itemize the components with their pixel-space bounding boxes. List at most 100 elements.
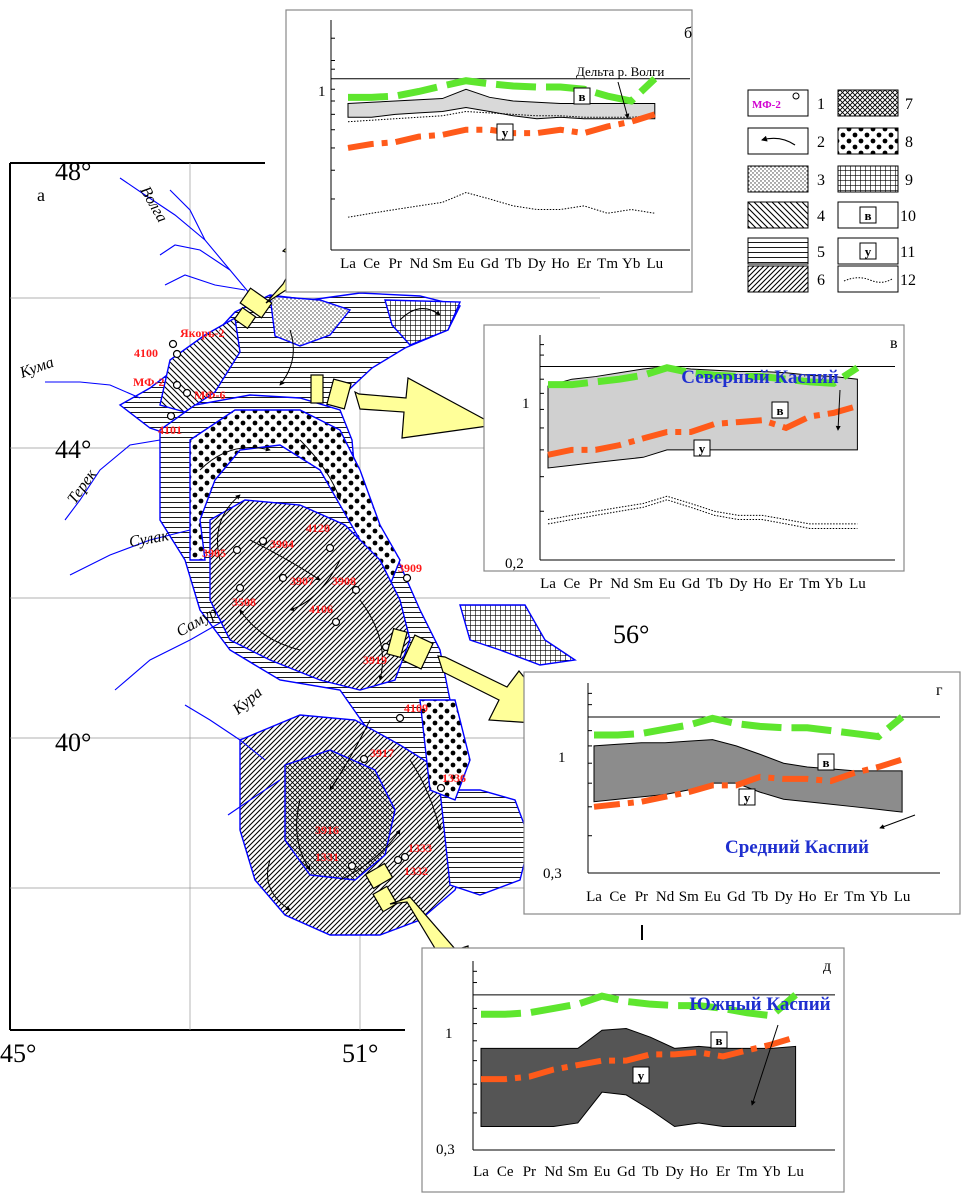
legend-swatch-5	[747, 237, 809, 265]
y-tick-label: 0,2	[505, 556, 524, 572]
series-line-u	[593, 756, 903, 810]
x-tick-label: Yb	[869, 889, 887, 905]
lat-label-48: 48°	[55, 157, 91, 186]
x-tick-label: Nd	[544, 1164, 563, 1180]
river-label: Кума	[17, 354, 57, 382]
legend-num-6: 6	[817, 272, 825, 289]
x-tick-label: Ce	[363, 256, 380, 272]
legend-box-v	[859, 206, 877, 224]
station-label: 4101	[158, 423, 182, 437]
series-marker-box	[738, 788, 756, 806]
sample-box	[364, 862, 394, 890]
rivers	[45, 177, 281, 816]
current-arrows	[199, 308, 442, 911]
station-marker	[331, 617, 341, 627]
station-label: 4120	[306, 521, 330, 535]
x-tick-label: Tb	[642, 1164, 659, 1180]
legend-num-5: 5	[817, 244, 825, 261]
dotted-line-series	[347, 192, 655, 218]
station-marker	[172, 349, 182, 359]
legend-num-2: 2	[817, 134, 825, 151]
series-line-v	[481, 992, 798, 1020]
lon-label-45: 45°	[0, 1039, 36, 1068]
y-tick-label: 1	[318, 84, 326, 100]
y-tick-label: 0,3	[436, 1142, 455, 1158]
station-label: МФ-6	[194, 388, 225, 402]
series-marker-box	[817, 753, 835, 771]
series-marker-label: у	[638, 1068, 645, 1083]
x-tick-label: La	[586, 889, 602, 905]
station-label: 3909	[398, 561, 422, 575]
sea-regions	[118, 292, 577, 936]
station-marker	[166, 411, 176, 421]
station-label: Якорь-2	[180, 326, 224, 340]
legend-num-3: 3	[817, 172, 825, 189]
x-tick-label: Lu	[894, 889, 911, 905]
legend-num-4: 4	[817, 208, 825, 225]
legend-num-11: 11	[900, 244, 915, 261]
station-marker	[402, 573, 412, 583]
y-tick-label: 1	[445, 1026, 453, 1042]
station-label: 3907	[290, 574, 314, 588]
series-marker-label: у	[502, 125, 509, 140]
x-tick-label: Er	[716, 1164, 730, 1180]
chart-title: Средний Каспий	[725, 837, 869, 858]
x-tick-label: Pr	[589, 576, 602, 592]
station-label: 3508	[232, 595, 256, 609]
chart-panel-б: б 1 La Ce Pr Nd Sm Eu Gd Tb Dy Ho Er Tm Yb Lu в у Дельта р…	[285, 9, 693, 293]
x-tick-label: Sm	[633, 576, 653, 592]
x-tick-label: Tm	[799, 576, 820, 592]
legend-num-7: 7	[905, 96, 913, 113]
x-tick-label: Yb	[622, 256, 640, 272]
series-line-u	[481, 1034, 797, 1083]
range-band	[593, 739, 903, 813]
series-marker-label: в	[776, 403, 783, 418]
legend-swatch-3	[747, 165, 809, 193]
sample-box	[310, 374, 324, 404]
x-tick-label: Lu	[787, 1164, 804, 1180]
sample-box	[372, 885, 398, 913]
x-tick-label: Eu	[594, 1164, 611, 1180]
station-marker	[278, 573, 288, 583]
x-tick-label: Dy	[729, 576, 748, 592]
station-marker	[168, 339, 178, 349]
x-tick-label: Ho	[798, 889, 816, 905]
station-marker	[232, 545, 242, 555]
annotation-arrow	[617, 81, 630, 119]
x-tick-label: Pr	[523, 1164, 536, 1180]
title-pointer-arrow	[750, 1024, 779, 1106]
series-line-v	[594, 714, 905, 741]
title-pointer-arrow	[879, 814, 916, 829]
x-tick-label: Sm	[568, 1164, 588, 1180]
x-tick-label: Gd	[682, 576, 701, 592]
legend-box-v-text: в	[864, 208, 871, 223]
legend-box-u-text: у	[865, 244, 872, 259]
panel-letter: д	[823, 958, 831, 975]
river-label: Кура	[229, 684, 266, 719]
sample-box	[233, 306, 257, 330]
legend-arrow-icon	[761, 135, 796, 146]
station-marker	[351, 585, 361, 595]
legend-station-text: МФ-2	[752, 99, 781, 111]
legend-num-8: 8	[905, 134, 913, 151]
map-panel-label: а	[37, 185, 45, 205]
panel-letter: г	[936, 682, 943, 699]
caspian-map: 48° 44° 40° 45° 51° 56° а Волга Кума Тер…	[0, 157, 649, 1068]
x-tick-label: Sm	[432, 256, 452, 272]
legend-num-1: 1	[817, 96, 825, 113]
station-label: 1332	[404, 864, 428, 878]
x-tick-label: Tm	[737, 1164, 758, 1180]
x-tick-label: Eu	[458, 256, 475, 272]
x-tick-label: Tm	[597, 256, 618, 272]
station-marker	[393, 855, 403, 865]
range-band	[347, 88, 656, 120]
x-tick-label: Ce	[609, 889, 626, 905]
series-marker-label: в	[578, 89, 585, 104]
y-tick-label: 0,3	[543, 866, 562, 882]
x-tick-label: Pr	[389, 256, 402, 272]
series-line-v	[548, 364, 860, 389]
x-tick-label: Nd	[410, 256, 429, 272]
x-tick-label: Dy	[528, 256, 547, 272]
lon-label-51: 51°	[342, 1039, 378, 1068]
